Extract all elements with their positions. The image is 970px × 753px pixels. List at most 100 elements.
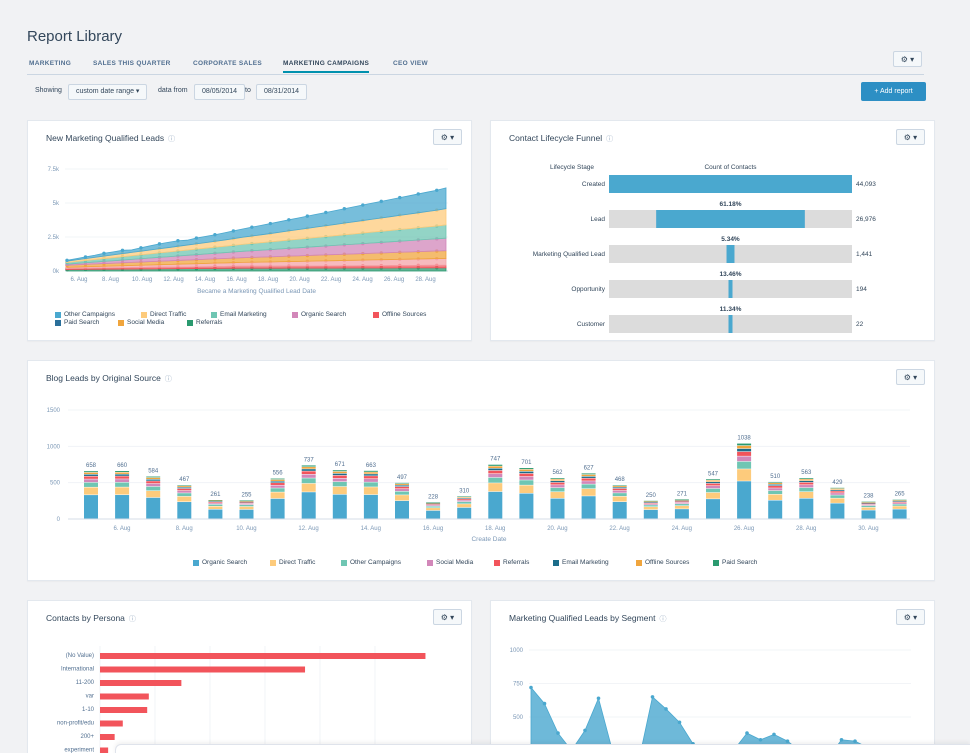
bar-segment <box>332 475 347 479</box>
add-report-button[interactable]: + Add report <box>861 82 926 101</box>
bar-segment <box>488 483 503 492</box>
bar-segment <box>612 501 627 519</box>
x-tick-label: 16. Aug <box>226 277 246 283</box>
bar-segment <box>301 492 316 519</box>
bar-segment <box>426 505 441 506</box>
bar-segment <box>799 480 814 483</box>
bar-segment <box>488 473 503 478</box>
bar-segment <box>643 501 658 502</box>
bar-total-label: 563 <box>801 470 812 476</box>
tab-marketing[interactable]: MARKETING <box>29 60 72 67</box>
legend-item[interactable]: Paid Search <box>713 559 757 566</box>
data-point <box>250 225 254 229</box>
funnel-count-label: 26,976 <box>856 216 876 223</box>
bar-segment <box>488 477 503 483</box>
bar-segment <box>674 504 689 506</box>
bar-segment <box>799 479 814 481</box>
legend-item[interactable]: Email Marketing <box>553 559 609 566</box>
report-tabs: MARKETING SALES THIS QUARTER CORPORATE S… <box>27 55 924 75</box>
x-tick-label: 20. Aug <box>289 277 309 283</box>
tab-sales-this-quarter[interactable]: SALES THIS QUARTER <box>93 60 171 67</box>
bar-segment <box>363 472 378 474</box>
legend-item[interactable]: Organic Search <box>193 559 247 566</box>
persona-bar <box>100 707 148 713</box>
funnel-settings-button[interactable]: ⚙ ▾ <box>896 129 925 145</box>
legend-item[interactable]: Other Campaigns <box>341 559 401 566</box>
legend-item[interactable]: Other Campaigns <box>55 311 115 318</box>
info-icon[interactable]: ⓘ <box>128 616 136 623</box>
bar-segment <box>208 506 223 510</box>
bar-segment <box>363 487 378 495</box>
persona-label: (No Value) <box>66 653 94 659</box>
mql-settings-button[interactable]: ⚙ ▾ <box>433 129 462 145</box>
persona-settings-button[interactable]: ⚙ ▾ <box>433 609 462 625</box>
funnel-conversion-pct: 5.34% <box>721 236 740 243</box>
data-point <box>650 695 655 699</box>
mql-legend: Other Campaigns Direct Traffic Email Mar… <box>55 311 465 331</box>
bar-segment <box>706 483 720 486</box>
legend-item[interactable]: Email Marketing <box>211 311 267 318</box>
blog-settings-button[interactable]: ⚙ ▾ <box>896 369 925 385</box>
bar-segment <box>861 504 876 506</box>
bar-segment <box>892 499 907 501</box>
bar-segment <box>84 474 98 476</box>
legend-item[interactable]: Direct Traffic <box>141 311 186 318</box>
bar-segment <box>550 492 565 499</box>
bar-segment <box>301 465 316 467</box>
bar-segment <box>239 504 254 507</box>
info-icon[interactable]: ⓘ <box>168 136 176 143</box>
legend-item[interactable]: Offline Sources <box>373 311 426 318</box>
bar-segment <box>768 488 783 491</box>
x-tick-label: 8. Aug <box>102 277 119 283</box>
data-point <box>785 739 790 743</box>
legend-item[interactable]: Direct Traffic <box>270 559 315 566</box>
legend-item[interactable]: Social Media <box>118 319 164 326</box>
tab-ceo-view[interactable]: CEO VIEW <box>393 60 428 67</box>
bar-segment <box>146 483 161 487</box>
bar-segment <box>301 471 316 475</box>
info-icon[interactable]: ⓘ <box>659 616 667 623</box>
data-point <box>305 214 310 218</box>
bar-segment <box>239 506 254 510</box>
legend-item[interactable]: Referrals <box>187 319 222 326</box>
legend-item[interactable]: Paid Search <box>55 319 99 326</box>
segment-settings-button[interactable]: ⚙ ▾ <box>896 609 925 625</box>
bar-segment <box>177 490 192 493</box>
bar-segment <box>581 474 596 477</box>
bar-segment <box>643 502 658 504</box>
bar-total-label: 747 <box>490 457 501 463</box>
to-label: to <box>245 87 251 94</box>
bar-total-label: 562 <box>552 470 563 476</box>
bar-segment <box>488 466 503 469</box>
bar-segment <box>519 471 534 474</box>
bar-segment <box>799 491 814 499</box>
info-icon[interactable]: ⓘ <box>606 136 614 143</box>
y-tick-label: 750 <box>513 682 524 688</box>
bar-segment <box>643 509 658 519</box>
bar-segment <box>270 485 285 488</box>
bar-total-label: 584 <box>148 469 159 475</box>
date-range-select[interactable]: custom date range ▾ <box>68 84 148 100</box>
tab-corporate-sales[interactable]: CORPORATE SALES <box>193 60 263 67</box>
bottom-panel-edge <box>115 744 970 753</box>
persona-label: experiment <box>64 748 94 753</box>
legend-item[interactable]: Referrals <box>494 559 529 566</box>
bar-segment <box>550 479 565 481</box>
legend-item[interactable]: Offline Sources <box>636 559 689 566</box>
bar-segment <box>239 500 254 501</box>
y-tick-label: 0k <box>53 269 60 275</box>
to-date-input[interactable]: 08/31/2014 <box>256 84 308 100</box>
info-icon[interactable]: ⓘ <box>164 376 172 383</box>
bar-segment <box>861 507 876 510</box>
library-settings-button[interactable]: ⚙ ▾ <box>893 51 922 67</box>
bar-segment <box>363 470 378 472</box>
tab-marketing-campaigns[interactable]: MARKETING CAMPAIGNS <box>283 60 370 73</box>
bar-segment <box>457 500 472 502</box>
bar-segment <box>581 496 596 519</box>
funnel-chart: Lifecycle Stage Count of Contacts Created 4… <box>533 164 876 333</box>
from-date-input[interactable]: 08/05/2014 <box>194 84 246 100</box>
bar-segment <box>177 502 192 519</box>
legend-item[interactable]: Organic Search <box>292 311 346 318</box>
y-tick-label: 0 <box>57 517 61 523</box>
legend-item[interactable]: Social Media <box>427 559 473 566</box>
